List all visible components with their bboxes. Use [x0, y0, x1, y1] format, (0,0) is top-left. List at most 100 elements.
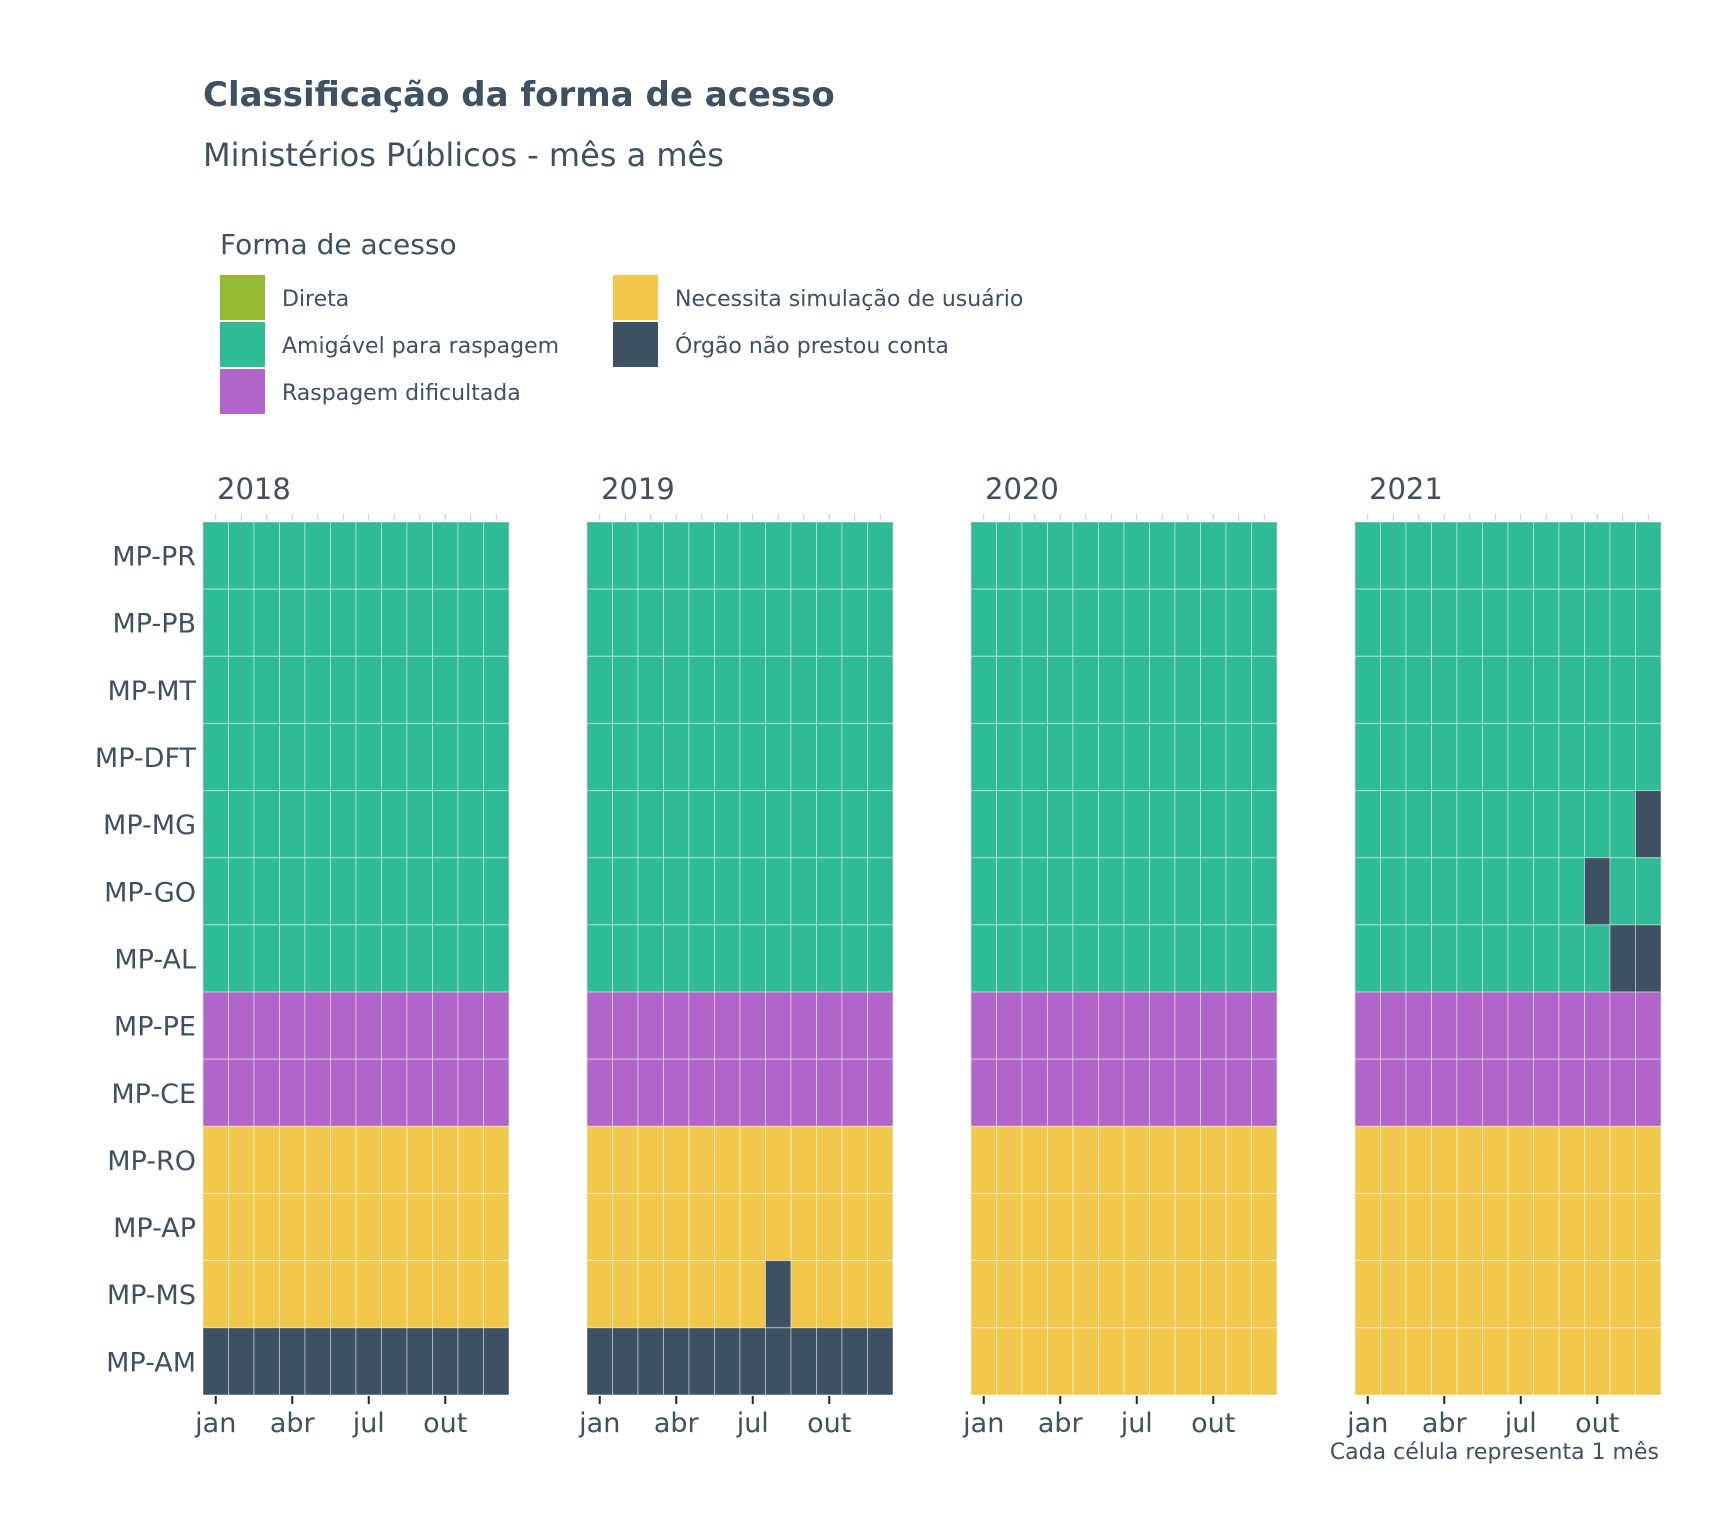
heatmap-cell: [841, 1260, 868, 1329]
heatmap-cell: [1507, 991, 1534, 1060]
heatmap-cell: [1200, 790, 1227, 859]
row-label-mp-mt: MP-MT: [107, 676, 196, 707]
heatmap-cell: [1021, 857, 1048, 926]
heatmap-cell: [867, 790, 894, 859]
row-label-mp-ro: MP-RO: [107, 1146, 196, 1177]
heatmap-cell: [1251, 1058, 1278, 1127]
row-label-mp-ce: MP-CE: [111, 1079, 196, 1110]
heatmap-cell: [1072, 991, 1099, 1060]
heatmap-cell: [432, 991, 459, 1060]
heatmap-cell: [841, 1327, 868, 1396]
heatmap-cell: [1558, 588, 1585, 657]
heatmap-cell: [253, 790, 280, 859]
heatmap-cell: [228, 924, 255, 993]
heatmap-cell: [355, 588, 382, 657]
heatmap-cell: [1558, 1327, 1585, 1396]
heatmap-cell: [1482, 857, 1509, 926]
heatmap-cell: [330, 1193, 357, 1262]
heatmap-cell: [1021, 924, 1048, 993]
heatmap-cell: [790, 1193, 817, 1262]
heatmap-cell: [1072, 722, 1099, 792]
heatmap-cell: [996, 1260, 1023, 1329]
heatmap-cell: [1123, 722, 1150, 792]
heatmap-cell: [1251, 588, 1278, 657]
heatmap-cell: [970, 655, 997, 724]
heatmap-cell: [1200, 1058, 1227, 1127]
heatmap-cell: [330, 1260, 357, 1329]
heatmap-cell: [816, 588, 843, 657]
heatmap-cell: [663, 1327, 690, 1396]
row-label-mp-ap: MP-AP: [113, 1213, 196, 1244]
heatmap-cell: [1584, 588, 1611, 657]
heatmap-cell: [714, 1260, 741, 1329]
heatmap-cell: [457, 1260, 484, 1329]
heatmap-cell: [279, 1260, 306, 1329]
heatmap-cell: [304, 991, 331, 1060]
heatmap-cell: [688, 722, 715, 792]
heatmap-panels: 2018 jan abr jul out 2019 jan abr jul out 2020 jan a…: [194, 472, 1662, 1439]
heatmap-cell: [790, 790, 817, 859]
heatmap-cell: [1482, 655, 1509, 724]
heatmap-cell: [1609, 722, 1636, 792]
heatmap-cell: [279, 1327, 306, 1396]
heatmap-cell: [612, 521, 639, 590]
heatmap-cell: [1200, 588, 1227, 657]
heatmap-cell: [1225, 1058, 1252, 1127]
heatmap-cell: [1609, 588, 1636, 657]
x-tick-label-out: out: [807, 1408, 851, 1439]
heatmap-cell: [637, 1058, 664, 1127]
heatmap-cell: [1405, 991, 1432, 1060]
heatmap-cell: [1021, 1327, 1048, 1396]
heatmap-cell: [663, 1058, 690, 1127]
heatmap-cell: [228, 1260, 255, 1329]
heatmap-cell: [202, 857, 229, 926]
heatmap-cell: [1251, 790, 1278, 859]
heatmap-cell: [586, 790, 613, 859]
legend-label-amigavel-para-raspagem: Amigável para raspagem: [282, 334, 559, 359]
heatmap-cell: [1456, 1193, 1483, 1262]
heatmap-cell: [355, 1327, 382, 1396]
x-tick-label-abr: abr: [270, 1408, 316, 1439]
heatmap-cell: [663, 1260, 690, 1329]
row-label-mp-ms: MP-MS: [107, 1280, 196, 1311]
facet-label-2018: 2018: [217, 472, 291, 506]
heatmap-cell: [483, 1327, 510, 1396]
heatmap-cell: [1251, 1125, 1278, 1194]
heatmap-cell: [406, 722, 433, 792]
heatmap-cell: [253, 924, 280, 993]
heatmap-cell: [1507, 1125, 1534, 1194]
x-tick-label-jul: jul: [736, 1408, 769, 1439]
heatmap-cell: [406, 521, 433, 590]
heatmap-cell: [1405, 790, 1432, 859]
x-tick-label-abr: abr: [654, 1408, 700, 1439]
heatmap-cell: [1174, 1327, 1201, 1396]
heatmap-cell: [1609, 1058, 1636, 1127]
heatmap-cell: [1200, 991, 1227, 1060]
heatmap-cell: [1380, 924, 1407, 993]
heatmap-cell: [1584, 991, 1611, 1060]
heatmap-cell: [228, 1327, 255, 1396]
heatmap-cell: [816, 1125, 843, 1194]
heatmap-cell: [790, 1327, 817, 1396]
heatmap-cell: [1123, 1058, 1150, 1127]
heatmap-cell: [1405, 1125, 1432, 1194]
heatmap-cell: [996, 588, 1023, 657]
heatmap-cell: [1456, 857, 1483, 926]
heatmap-cell: [1635, 1327, 1662, 1396]
row-label-mp-pe: MP-PE: [114, 1012, 196, 1043]
facet-label-2020: 2020: [985, 472, 1059, 506]
heatmap-cell: [1431, 655, 1458, 724]
heatmap-cell: [586, 857, 613, 926]
heatmap-cell: [637, 1125, 664, 1194]
heatmap-cell: [304, 588, 331, 657]
heatmap-cell: [816, 857, 843, 926]
heatmap-cell: [970, 790, 997, 859]
heatmap-cell: [1635, 924, 1662, 993]
heatmap-cell: [253, 1193, 280, 1262]
heatmap-cell: [996, 1058, 1023, 1127]
heatmap-cell: [1149, 1125, 1176, 1194]
heatmap-cell: [1251, 1327, 1278, 1396]
heatmap-cell: [1380, 790, 1407, 859]
heatmap-cell: [1482, 1125, 1509, 1194]
heatmap-cell: [1047, 790, 1074, 859]
